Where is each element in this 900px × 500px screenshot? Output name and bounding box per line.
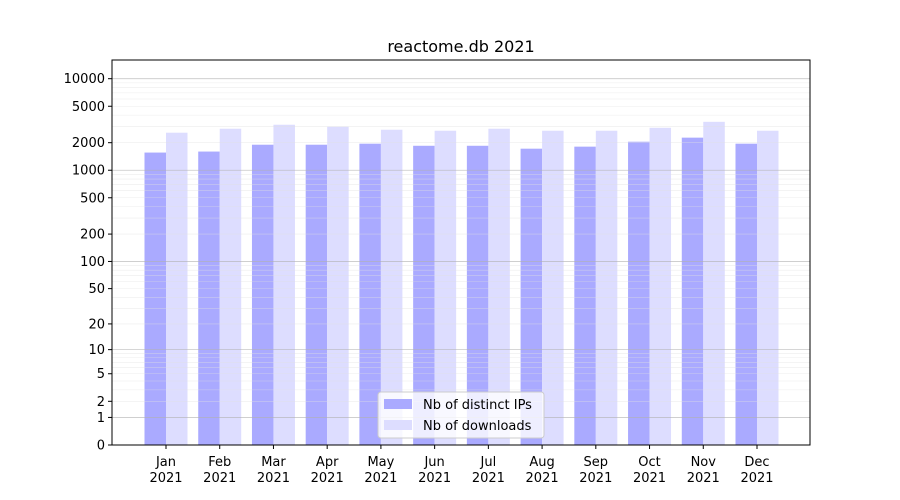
x-tick-label: Oct 2021	[633, 455, 666, 486]
x-tick-label: May 2021	[364, 455, 397, 486]
bar-distinct-ips	[305, 144, 328, 445]
y-tick-label: 2000	[72, 136, 105, 151]
bar-downloads	[219, 128, 242, 445]
x-tick-label: Sep 2021	[579, 455, 612, 486]
y-tick-label: 20	[88, 317, 105, 332]
y-tick-label: 1	[97, 411, 105, 426]
bar-distinct-ips	[574, 146, 596, 445]
legend: Nb of distinct IPs Nb of downloads	[377, 391, 545, 439]
chart-title: reactome.db 2021	[387, 37, 534, 56]
legend-swatch	[384, 420, 412, 430]
plot-frame	[111, 59, 811, 446]
bar-downloads	[380, 129, 403, 446]
legend-box	[377, 391, 545, 439]
bar-distinct-ips	[144, 152, 166, 445]
x-tick-label: Nov 2021	[687, 455, 720, 486]
y-tick-label: 500	[80, 191, 105, 206]
y-tick-label: 10	[88, 343, 105, 358]
bar-downloads	[327, 126, 349, 446]
bar-distinct-ips	[466, 145, 489, 445]
x-tick-label: Jul 2021	[472, 455, 505, 486]
y-tick-label: 5	[97, 367, 105, 382]
bar-downloads	[542, 130, 564, 445]
bar-downloads	[488, 128, 510, 445]
bar-distinct-ips	[735, 143, 757, 445]
bar-downloads	[595, 130, 618, 445]
bar-downloads	[273, 124, 295, 446]
bar-distinct-ips	[628, 141, 650, 445]
y-tick-label: 10000	[64, 72, 105, 87]
x-tick-label: Jun 2021	[418, 455, 451, 486]
legend-swatch	[384, 399, 412, 409]
bar-distinct-ips	[251, 144, 274, 445]
bar-distinct-ips	[681, 137, 704, 445]
y-tick-label: 0	[97, 439, 105, 454]
bar-distinct-ips	[198, 151, 220, 445]
y-tick-label: 5000	[72, 100, 105, 115]
legend-label: Nb of distinct IPs	[423, 398, 532, 413]
x-tick-label: Dec 2021	[740, 455, 773, 486]
bar-downloads	[757, 130, 779, 445]
bar-downloads	[434, 130, 457, 445]
bar-downloads	[649, 127, 672, 445]
bar-distinct-ips	[520, 148, 543, 446]
x-tick-label: Mar 2021	[257, 455, 290, 486]
bar-distinct-ips	[359, 143, 381, 445]
x-tick-label: Apr 2021	[311, 455, 344, 486]
x-tick-label: Jan 2021	[149, 455, 182, 486]
y-tick-label: 1000	[72, 164, 105, 179]
y-tick-label: 2	[97, 395, 105, 410]
y-tick-label: 200	[80, 228, 105, 243]
bar-downloads	[703, 121, 725, 445]
y-tick-label: 100	[80, 255, 105, 270]
x-tick-label: Feb 2021	[203, 455, 236, 486]
y-tick-label: 50	[88, 282, 105, 297]
x-tick-label: Aug 2021	[526, 455, 559, 486]
legend-label: Nb of downloads	[423, 419, 532, 434]
bar-distinct-ips	[413, 145, 435, 445]
